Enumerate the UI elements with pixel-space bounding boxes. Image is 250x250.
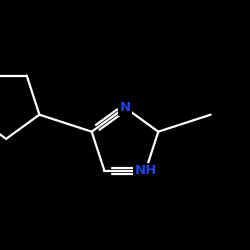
Text: N: N — [120, 101, 130, 114]
Text: NH: NH — [134, 164, 157, 177]
